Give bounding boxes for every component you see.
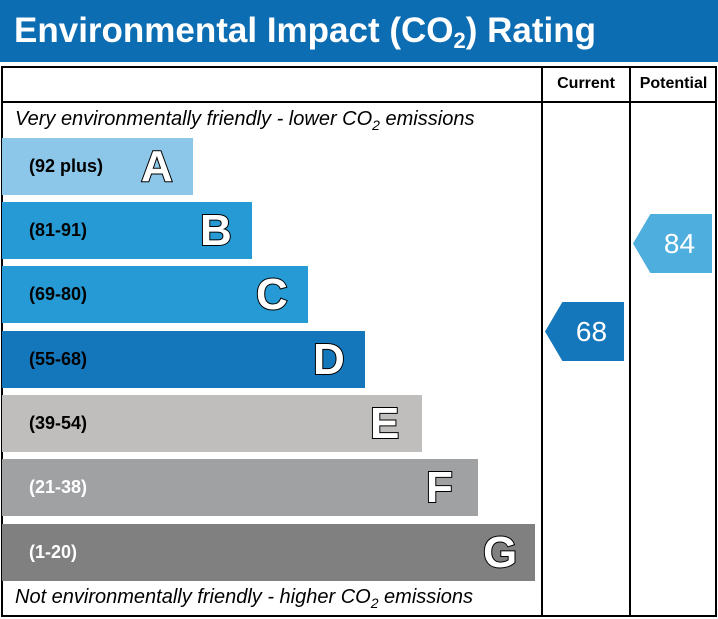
bottom-note: Not environmentally friendly - higher CO… xyxy=(15,586,473,611)
band-letter: D xyxy=(312,334,346,385)
band-c: (69-80) C xyxy=(2,266,308,323)
band-range: (55-68) xyxy=(29,349,88,369)
chart-title: Environmental Impact (CO2) Rating xyxy=(0,0,718,62)
header-divider xyxy=(1,101,717,103)
potential-rating-arrow: 84 xyxy=(633,214,712,273)
top-note: Very environmentally friendly - lower CO… xyxy=(15,108,475,133)
band-range: (39-54) xyxy=(29,413,88,433)
current-rating-arrow: 68 xyxy=(545,302,624,361)
column-divider xyxy=(541,66,543,617)
band-a: (92 plus) A xyxy=(2,138,193,195)
band-letter: E xyxy=(369,398,400,449)
band-e: (39-54) E xyxy=(2,395,422,452)
band-range: (21-38) xyxy=(29,477,88,497)
band-letter: C xyxy=(255,269,289,320)
band-range: (69-80) xyxy=(29,284,88,304)
band-d: (55-68) D xyxy=(2,331,365,388)
potential-column-header: Potential xyxy=(639,75,708,92)
band-range: (81-91) xyxy=(29,220,88,240)
band-range: (1-20) xyxy=(29,542,78,562)
band-letter: B xyxy=(199,205,233,256)
band-letter: G xyxy=(482,527,518,578)
band-range: (92 plus) xyxy=(29,156,104,176)
band-letter: A xyxy=(140,141,174,192)
band-g: (1-20) G xyxy=(2,524,535,581)
current-column-header: Current xyxy=(557,75,615,92)
band-letter: F xyxy=(425,462,454,513)
band-f: (21-38) F xyxy=(2,459,478,516)
band-b: (81-91) B xyxy=(2,202,252,259)
column-divider xyxy=(629,66,631,617)
